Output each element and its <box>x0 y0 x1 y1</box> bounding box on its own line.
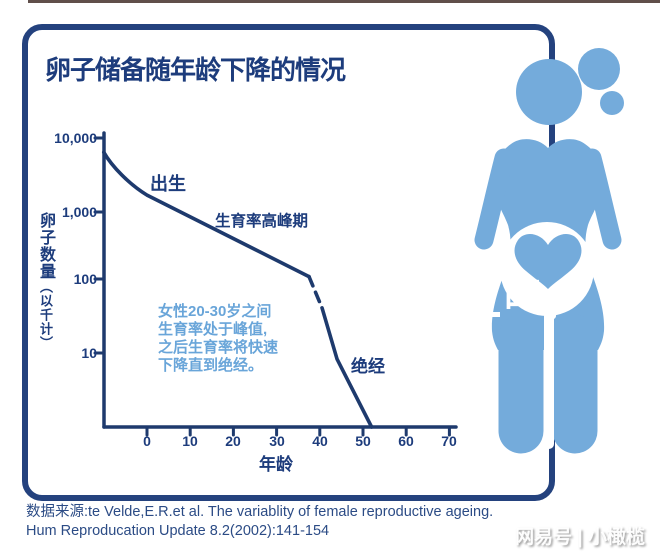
x-axis-title: 年龄 <box>259 455 293 474</box>
x-tick-label-30: 30 <box>269 433 285 449</box>
x-tick-label-0: 0 <box>143 433 151 449</box>
y-tick-label-1000: 1,000 <box>61 204 97 220</box>
egg-count-line-dashed <box>307 274 324 310</box>
y-tick-label-10: 10 <box>81 345 97 361</box>
annotation-text-block: 女性20-30岁之间 生育率处于峰值, 之后生育率将快速 下降直到绝经。 <box>158 303 278 375</box>
source-line-2: Hum Reproducation Update 8.2(2002):141-1… <box>26 523 330 539</box>
watermark-overlay-bar <box>550 292 556 319</box>
y-axis-title-main: 卵子数量 <box>37 212 54 280</box>
x-tick-label-60: 60 <box>398 433 414 449</box>
watermark-overlay-stroke <box>478 284 500 317</box>
woman-ponytail-bun <box>578 48 620 90</box>
y-axis-title: 卵子数量（以千计） <box>34 212 56 362</box>
y-tick-label-100: 100 <box>73 271 97 287</box>
annotation-line-1: 女性20-30岁之间 <box>158 303 272 320</box>
menopause-label: 绝经 <box>351 357 385 376</box>
woman-ponytail-curl <box>600 91 624 115</box>
y-tick-label-10000: 10,000 <box>54 130 97 146</box>
source-citation: 数据来源:te Velde,E.R.et al. The variablity … <box>26 503 526 541</box>
chart-card <box>22 24 555 501</box>
annotation-line-4: 下降直到绝经。 <box>158 357 264 374</box>
annotation-line-2: 生育率处于峰值, <box>158 321 268 338</box>
x-tick-label-70: 70 <box>441 433 457 449</box>
chart-title: 卵子储备随年龄下降的情况 <box>45 55 346 85</box>
fertility-peak-label: 生育率高峰期 <box>215 213 309 230</box>
axis-ticks <box>93 136 451 437</box>
top-edge-strip <box>28 0 660 3</box>
annotation-line-3: 之后生育率将快速 <box>158 339 279 356</box>
y-axis-title-sub: （以千计） <box>38 280 53 350</box>
woman-left-arm <box>474 148 514 250</box>
birth-label: 出生 <box>150 174 186 194</box>
egg-count-line-solid-2 <box>320 306 374 429</box>
x-tick-label-20: 20 <box>225 433 241 449</box>
watermark-overlay-fragment: 的 <box>504 273 541 314</box>
x-tick-label-10: 10 <box>182 433 198 449</box>
belly-heart-icon <box>514 233 582 289</box>
x-tick-label-50: 50 <box>355 433 371 449</box>
x-tick-label-40: 40 <box>312 433 328 449</box>
brand-watermark: 网易号 | 小橄榄 <box>515 527 645 548</box>
woman-head <box>516 59 582 125</box>
woman-right-arm <box>582 148 622 250</box>
pregnant-woman-figure <box>474 48 624 454</box>
source-line-1: 数据来源:te Velde,E.R.et al. The variablity … <box>26 504 494 520</box>
egg-count-line-solid-1 <box>102 150 311 279</box>
